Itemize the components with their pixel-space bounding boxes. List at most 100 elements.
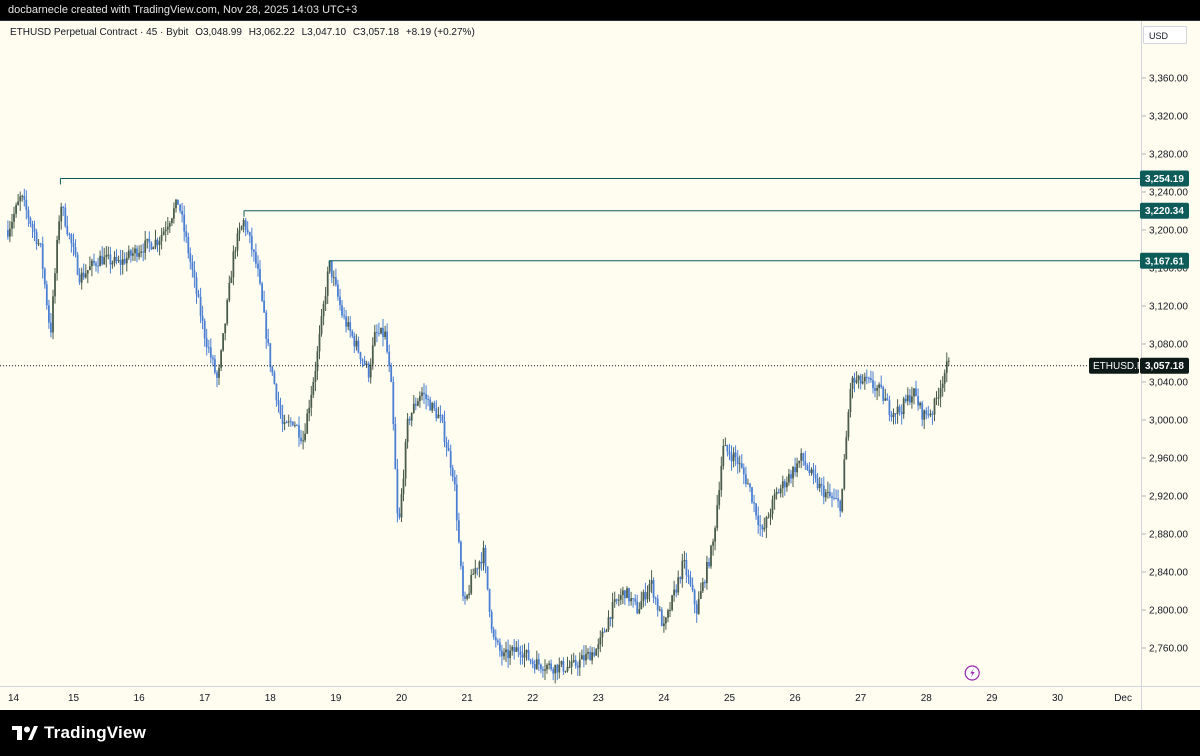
candle-up	[845, 437, 848, 460]
candle-down	[501, 650, 503, 657]
candle-up	[146, 238, 149, 241]
candle-down	[427, 399, 429, 401]
candle-down	[433, 403, 436, 409]
legend-change: +8.19 (+0.27%)	[405, 27, 475, 38]
candle-down	[148, 238, 151, 243]
candle-down	[425, 394, 427, 400]
candle-up	[878, 384, 880, 388]
candle-down	[191, 261, 194, 270]
candle-down	[82, 272, 85, 278]
candle-up	[792, 467, 794, 479]
candle-up	[474, 568, 477, 574]
candle-up	[683, 560, 686, 561]
candle-down	[685, 560, 688, 576]
candle-up	[622, 590, 624, 596]
candle-up	[89, 266, 91, 271]
candle-up	[738, 463, 741, 465]
candle-up	[849, 388, 852, 413]
symbol-legend: ETHUSD Perpetual Contract · 45 · Bybit O…	[10, 27, 475, 38]
candle-down	[755, 503, 757, 516]
candle-up	[472, 573, 475, 575]
candle-up	[355, 340, 358, 347]
legend-symbol[interactable]: ETHUSD Perpetual Contract · 45 · Bybit	[10, 27, 189, 38]
candle-up	[400, 494, 403, 518]
candle-down	[652, 580, 655, 598]
candle-down	[177, 199, 179, 205]
candle-down	[837, 498, 839, 501]
candle-up	[15, 205, 17, 214]
candle-down	[382, 327, 384, 337]
currency-button[interactable]: USD	[1143, 26, 1187, 44]
candle-up	[677, 577, 680, 593]
candle-down	[291, 421, 294, 426]
candle-up	[716, 505, 719, 529]
candle-down	[886, 398, 889, 401]
candle-down	[865, 376, 868, 379]
candle-up	[769, 513, 772, 518]
candle-down	[359, 352, 362, 360]
candle-down	[341, 305, 343, 316]
candle-down	[414, 403, 417, 406]
candle-down	[62, 206, 65, 208]
candle-down	[839, 500, 842, 512]
candle-down	[615, 599, 618, 601]
candle-up	[132, 253, 134, 256]
candle-down	[455, 484, 458, 521]
tradingview-brand[interactable]: TradingView	[12, 722, 146, 744]
candle-down	[542, 669, 544, 671]
candle-up	[765, 517, 768, 528]
candle-up	[788, 474, 790, 483]
candle-up	[570, 661, 573, 667]
candle-down	[552, 669, 555, 674]
price-axis[interactable]: 2,760.00 2,800.00 2,840.00 2,880.00 2,920.00…	[1142, 21, 1200, 686]
candle-up	[421, 392, 423, 396]
candle-down	[496, 640, 499, 643]
candle-up	[564, 671, 567, 672]
candle-down	[507, 649, 509, 659]
candle-down	[267, 338, 270, 344]
time-tick-label: 24	[658, 693, 670, 704]
candle-up	[431, 403, 434, 411]
candle-down	[41, 243, 44, 269]
candle-up	[220, 350, 222, 368]
candle-down	[882, 387, 885, 401]
candle-down	[39, 243, 42, 245]
candle-up	[597, 644, 600, 650]
chart-frame: ETHUSD Perpetual Contract · 45 · Bybit O…	[0, 20, 1200, 711]
candle-down	[277, 400, 280, 405]
candle-up	[544, 669, 546, 671]
candle-up	[896, 406, 899, 415]
candle-down	[109, 254, 112, 265]
candle-down	[388, 351, 391, 366]
chart-pane[interactable]	[0, 21, 1141, 686]
candle-down	[339, 296, 341, 306]
candle-up	[173, 208, 175, 219]
candle-up	[863, 376, 866, 382]
candle-up	[611, 602, 614, 619]
candle-up	[929, 413, 932, 416]
candle-down	[214, 359, 216, 373]
candle-down	[445, 442, 448, 448]
candle-down	[751, 487, 753, 503]
time-axis[interactable]: 14 15 16 17 18 19 20 21 22 23 24 25 26 27 28 29 30 Dec	[0, 687, 1141, 711]
candle-down	[708, 562, 710, 567]
time-tick-label: 19	[330, 693, 342, 704]
candle-down	[209, 347, 212, 358]
candle-down	[808, 469, 811, 473]
candle-down	[833, 497, 835, 499]
candle-down	[269, 343, 272, 367]
candle-down	[900, 411, 903, 415]
candle-up	[236, 233, 239, 251]
candle-down	[429, 399, 432, 411]
candle-up	[466, 595, 468, 599]
time-tick-label: 18	[265, 693, 277, 704]
candle-down	[904, 398, 907, 402]
candle-up	[630, 598, 632, 602]
candle-down	[29, 218, 32, 224]
candle-up	[763, 527, 766, 530]
candle-up	[232, 251, 235, 278]
candle-up	[935, 397, 938, 399]
price-chart[interactable]	[0, 21, 1141, 686]
candle-up	[855, 380, 858, 383]
candle-up	[566, 666, 569, 671]
